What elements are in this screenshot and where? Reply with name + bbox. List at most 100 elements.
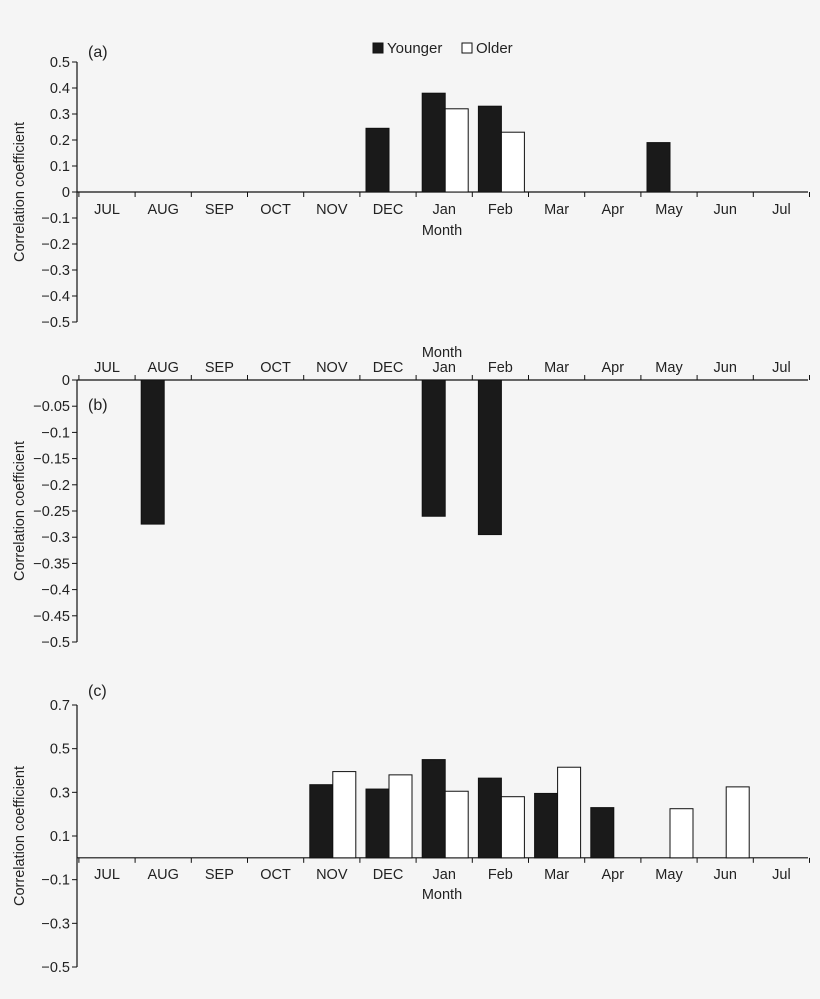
y-tick-label: 0.3 [50, 107, 70, 123]
y-tick-label: −0.5 [41, 635, 70, 651]
x-tick-label: Mar [544, 202, 569, 218]
y-tick-label: −0.45 [33, 609, 70, 625]
y-tick-label: −0.1 [41, 425, 70, 441]
x-tick-label: JUL [94, 202, 120, 218]
y-tick-label: 0 [62, 185, 70, 201]
x-tick-label: DEC [373, 867, 404, 883]
bar-younger [140, 379, 165, 525]
y-tick-label: −0.15 [33, 452, 70, 468]
bar-younger [365, 788, 390, 859]
x-tick-label: Mar [544, 867, 569, 883]
y-tick-label: −0.3 [41, 530, 70, 546]
bar-younger [534, 792, 559, 859]
x-tick-label: May [655, 867, 683, 883]
x-tick-label: Apr [602, 202, 625, 218]
x-tick-label: NOV [316, 202, 348, 218]
bar-younger [477, 105, 502, 193]
x-tick-label: SEP [205, 202, 234, 218]
bar-older [669, 808, 694, 859]
x-tick-label: Jun [714, 202, 737, 218]
x-tick-label: AUG [147, 360, 178, 376]
bar-younger [477, 777, 502, 859]
chart-panel: 0.7 0.5 0.3 0.1 −0.1 −0.3 −0.5 JUL AUG SEP OCT NOV D… [12, 683, 810, 976]
y-tick-label: 0.4 [50, 81, 70, 97]
x-tick-label: Jul [772, 202, 791, 218]
x-tick-label: JUL [94, 360, 120, 376]
y-tick-label: −0.5 [41, 960, 70, 976]
chart-panel: 0.5 0.4 0.3 0.2 0.1 0 −0.1 −0.2 −0.3 −0.4 −0.5 JUL A… [12, 44, 810, 331]
legend-younger-swatch [372, 42, 384, 54]
x-tick-label: DEC [373, 202, 404, 218]
y-tick-label: −0.2 [41, 237, 70, 253]
x-tick-label: Feb [488, 867, 513, 883]
y-tick-label: 0.5 [50, 742, 70, 758]
y-tick-label: −0.4 [41, 583, 70, 599]
y-tick-label: −0.5 [41, 315, 70, 331]
y-tick-label: −0.2 [41, 478, 70, 494]
y-tick-label: 0.1 [50, 829, 70, 845]
x-tick-label: Jul [772, 867, 791, 883]
legend: Younger Older [372, 40, 513, 57]
chart-panel: 0 −0.05 −0.1 −0.15 −0.2 −0.25 −0.3 −0.35 −0.4 −0.… [12, 345, 810, 651]
bar-younger [421, 92, 446, 193]
x-tick-label: Apr [602, 867, 625, 883]
bar-older [725, 786, 750, 859]
x-tick-label: AUG [147, 202, 178, 218]
x-axis-label: Month [422, 887, 462, 903]
y-tick-label: 0 [62, 373, 70, 389]
x-tick-label: Feb [488, 202, 513, 218]
bar-younger [365, 127, 390, 193]
x-tick-label: Jan [433, 202, 456, 218]
y-tick-label: −0.4 [41, 289, 70, 305]
legend-older-swatch [461, 42, 473, 54]
x-tick-label: NOV [316, 360, 348, 376]
legend-older-label: Older [476, 40, 513, 57]
bar-older [500, 131, 525, 193]
y-tick-label: −0.25 [33, 504, 70, 520]
legend-younger-label: Younger [387, 40, 442, 57]
x-tick-label: DEC [373, 360, 404, 376]
bar-older [332, 771, 357, 859]
y-tick-label: 0.5 [50, 55, 70, 71]
x-tick-label: OCT [260, 867, 291, 883]
bar-older [388, 774, 413, 859]
bar-younger [646, 142, 671, 193]
x-tick-label: Apr [602, 360, 625, 376]
y-axis-label: Correlation coefficient [12, 441, 28, 581]
x-tick-label: OCT [260, 202, 291, 218]
bar-older [557, 766, 582, 859]
x-axis-label: Month [422, 345, 462, 361]
panel-label: (c) [88, 683, 107, 700]
y-tick-label: −0.3 [41, 916, 70, 932]
bar-younger [421, 379, 446, 517]
y-tick-label: −0.35 [33, 556, 70, 572]
bar-older [444, 790, 469, 859]
bar-younger [309, 784, 334, 859]
y-tick-label: −0.3 [41, 263, 70, 279]
x-tick-label: Jun [714, 360, 737, 376]
x-tick-label: Jan [433, 867, 456, 883]
y-axis-label: Correlation coefficient [12, 122, 28, 262]
panel-label: (b) [88, 397, 108, 414]
x-tick-label: May [655, 202, 683, 218]
x-tick-label: Jul [772, 360, 791, 376]
y-axis-label: Correlation coefficient [12, 766, 28, 906]
bar-older [444, 108, 469, 193]
bar-younger [590, 807, 615, 859]
bar-older [500, 796, 525, 859]
x-tick-label: May [655, 360, 683, 376]
x-tick-label: Jan [433, 360, 456, 376]
bar-younger [421, 759, 446, 859]
y-tick-label: 0.3 [50, 785, 70, 801]
x-tick-label: SEP [205, 360, 234, 376]
x-axis-label: Month [422, 223, 462, 239]
x-tick-label: Jun [714, 867, 737, 883]
x-tick-label: JUL [94, 867, 120, 883]
x-tick-label: OCT [260, 360, 291, 376]
y-tick-label: −0.1 [41, 211, 70, 227]
y-tick-label: −0.05 [33, 399, 70, 415]
y-tick-label: 0.2 [50, 133, 70, 149]
y-tick-label: 0.7 [50, 698, 70, 714]
panel-label: (a) [88, 44, 108, 61]
